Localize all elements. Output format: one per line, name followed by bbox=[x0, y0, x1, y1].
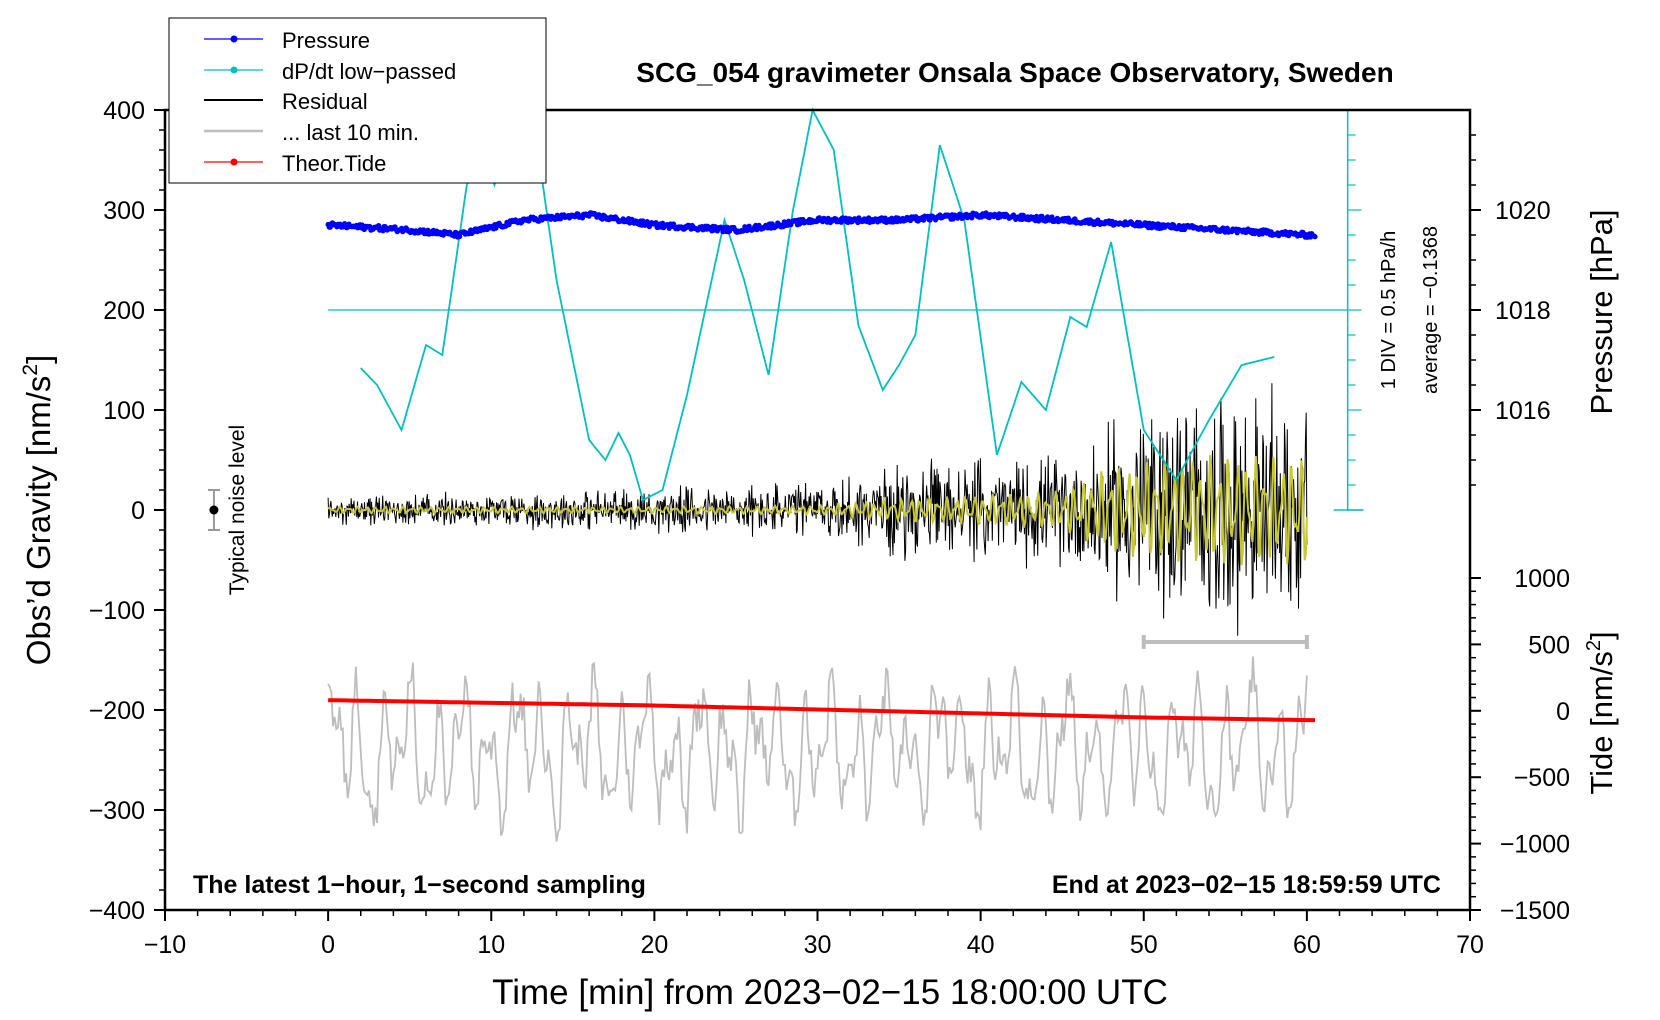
y-axis-label: Obs’d Gravity [nm/s2] bbox=[19, 355, 57, 666]
x-tick-label: 60 bbox=[1293, 931, 1321, 959]
y-tick-label: −100 bbox=[89, 597, 145, 625]
x-tick-label: 10 bbox=[477, 931, 505, 959]
series-tide-line bbox=[328, 698, 1315, 723]
legend: Pressure dP/dt low−passed Residual ... l… bbox=[168, 17, 547, 184]
legend-entry-last10: ... last 10 min. bbox=[204, 120, 419, 145]
y-tick-label: −400 bbox=[89, 897, 145, 925]
series-pressure-point bbox=[1312, 234, 1318, 240]
tide-tick-label: 1000 bbox=[1514, 565, 1570, 593]
pressure-tick-label: 1018 bbox=[1495, 297, 1551, 325]
end-time-annotation: End at 2023−02−15 18:59:59 UTC bbox=[1052, 871, 1441, 899]
legend-entry-dpdt: dP/dt low−passed bbox=[204, 59, 456, 84]
y-tick-label: −200 bbox=[89, 697, 145, 725]
x-tick-label: 40 bbox=[967, 931, 995, 959]
series-residual-lowpassed-line bbox=[327, 455, 1308, 566]
y-tick-label: 100 bbox=[103, 397, 145, 425]
tide-tick-label: −1000 bbox=[1500, 831, 1570, 859]
noise-level-label: Typical noise level bbox=[226, 425, 249, 595]
x-tick-label: −10 bbox=[144, 931, 186, 959]
legend-label-tide: Theor.Tide bbox=[282, 151, 386, 176]
y-tick-label: −300 bbox=[89, 797, 145, 825]
series-pressure-point bbox=[969, 215, 975, 221]
div-annotation: 1 DIV = 0.5 hPa/h bbox=[1378, 231, 1400, 389]
legend-entry-pressure: Pressure bbox=[204, 28, 370, 53]
series-pressure-point bbox=[1065, 215, 1071, 221]
legend-label-dpdt: dP/dt low−passed bbox=[282, 59, 456, 84]
series-layer bbox=[207, 107, 1364, 842]
legend-entry-tide: Theor.Tide bbox=[204, 151, 386, 176]
average-annotation: average = −0.1368 bbox=[1420, 226, 1442, 394]
tide-tick-label: 0 bbox=[1556, 698, 1570, 726]
x-tick-label: 70 bbox=[1456, 931, 1484, 959]
series-pressure-point bbox=[1049, 214, 1055, 220]
x-tick-label: 20 bbox=[640, 931, 668, 959]
legend-label-residual: Residual bbox=[282, 89, 368, 114]
tick-layer: −10 0 10 20 30 40 50 60 704003002001000−100−200−… bbox=[89, 97, 1570, 959]
x-tick-label: 0 bbox=[321, 931, 335, 959]
pressure-tick-label: 1020 bbox=[1495, 197, 1551, 225]
legend-label-pressure: Pressure bbox=[282, 28, 370, 53]
x-tick-label: 30 bbox=[804, 931, 832, 959]
y-tick-label: 300 bbox=[103, 197, 145, 225]
series-last10-line bbox=[327, 656, 1308, 842]
y-tick-label: 400 bbox=[103, 97, 145, 125]
x-axis-label: Time [min] from 2023−02−15 18:00:00 UTC bbox=[492, 973, 1168, 1012]
tide-axis-label: Tide [nm/s2] bbox=[1583, 631, 1619, 794]
chart-title: SCG_054 gravimeter Onsala Space Observat… bbox=[636, 57, 1393, 88]
legend-marker-tide bbox=[230, 158, 238, 166]
legend-entry-residual: Residual bbox=[204, 89, 368, 114]
tide-tick-label: 500 bbox=[1528, 631, 1570, 659]
sampling-annotation: The latest 1−hour, 1−second sampling bbox=[193, 871, 646, 899]
x-tick-label: 50 bbox=[1130, 931, 1158, 959]
pressure-tick-label: 1016 bbox=[1495, 397, 1551, 425]
noise-marker-point bbox=[209, 505, 219, 515]
pressure-axis-label: Pressure [hPa] bbox=[1584, 209, 1619, 414]
y-tick-label: 0 bbox=[131, 497, 145, 525]
legend-marker-dpdt bbox=[230, 66, 238, 74]
legend-label-last10: ... last 10 min. bbox=[282, 120, 419, 145]
series-residual-line bbox=[327, 383, 1308, 636]
series-pressure-point bbox=[927, 217, 933, 223]
y-tick-label: 200 bbox=[103, 297, 145, 325]
tide-tick-label: −1500 bbox=[1500, 897, 1570, 925]
tide-tick-label: −500 bbox=[1514, 764, 1570, 792]
legend-marker-pressure bbox=[230, 35, 238, 43]
series-pressure-point bbox=[376, 223, 382, 229]
